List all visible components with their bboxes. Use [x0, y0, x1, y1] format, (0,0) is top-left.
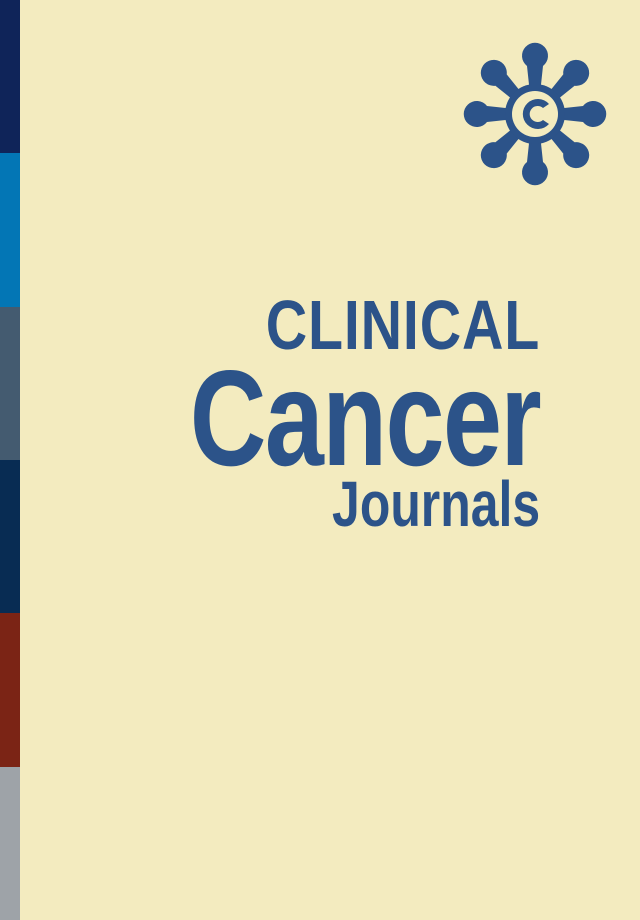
flower-c-logo-icon — [463, 42, 607, 186]
title-cancer: Cancer — [189, 342, 542, 494]
spine-band-gray — [0, 766, 20, 920]
title-clinical: CLINICAL — [265, 286, 540, 364]
title-journals: Journals — [331, 468, 540, 540]
spine-band-dark-blue — [0, 459, 20, 614]
color-spine — [0, 0, 20, 920]
spine-band-slate — [0, 306, 20, 460]
spine-band-rust — [0, 613, 20, 767]
spine-band-navy — [0, 0, 20, 154]
journal-title: CLINICAL Cancer Journals — [91, 286, 542, 540]
spine-band-blue — [0, 153, 20, 307]
